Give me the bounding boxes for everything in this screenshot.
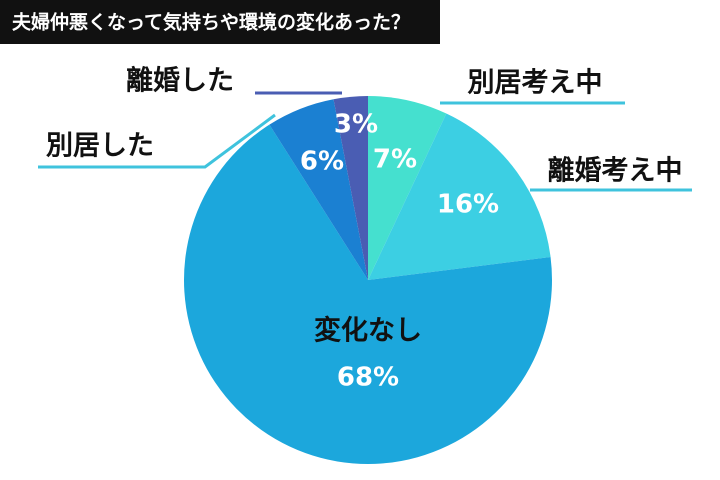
category-label: 別居した [46, 131, 154, 162]
pie-slice [368, 113, 551, 280]
pie-slice [368, 96, 447, 280]
pie-slice [333, 96, 368, 280]
value-label: 3% [334, 110, 378, 140]
value-label: 7% [373, 145, 417, 175]
value-label: 68% [337, 363, 399, 393]
category-label: 離婚考え中 [548, 155, 683, 187]
pie-slice [269, 99, 368, 280]
leader-line [38, 113, 276, 169]
value-label: 6% [300, 147, 344, 177]
chart-title: 夫婦仲悪くなって気持ちや環境の変化あった？ [12, 11, 410, 34]
pie-slice [184, 124, 553, 464]
title-bar [0, 0, 440, 44]
category-label: 別居考え中 [468, 68, 603, 99]
value-label: 16% [437, 190, 499, 220]
category-label: 離婚した [126, 65, 234, 97]
category-label: 変化なし [314, 315, 422, 347]
